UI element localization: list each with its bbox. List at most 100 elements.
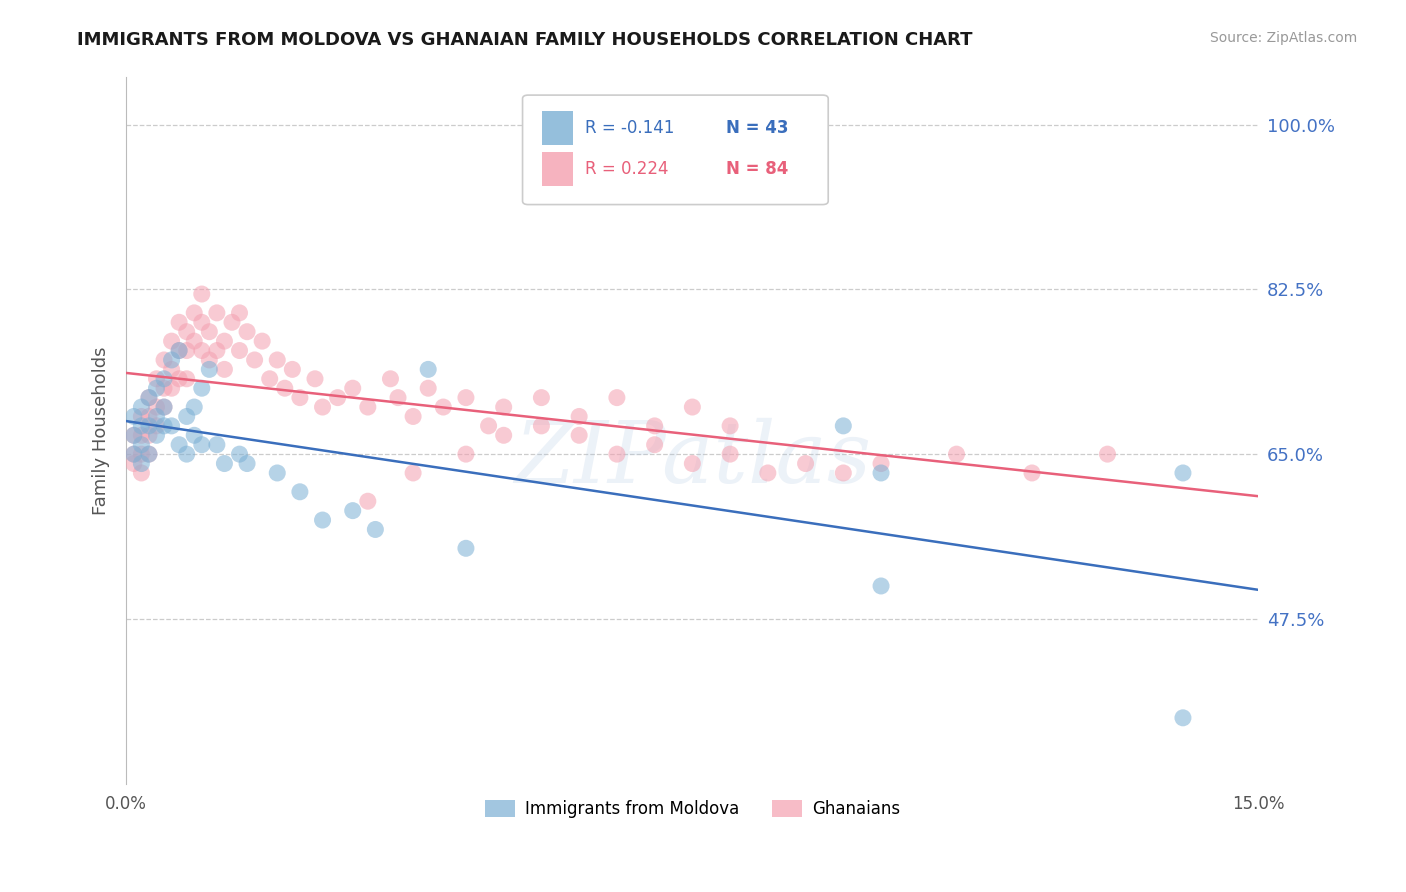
Point [176,409,198,424]
Point [138,409,160,424]
Point [153,372,176,386]
Point [122,409,145,424]
Point [131,400,153,414]
Point [364,523,387,537]
FancyBboxPatch shape [541,112,574,145]
Point [138,447,160,461]
Point [311,400,333,414]
Point [167,372,190,386]
Point [183,428,205,442]
Point [945,447,967,461]
Point [380,372,402,386]
Point [198,362,221,376]
Point [236,457,259,471]
Point [644,418,666,433]
Point [492,428,515,442]
Point [183,334,205,348]
Point [274,381,297,395]
Point [326,391,349,405]
Point [870,466,893,480]
Point [756,466,779,480]
Point [228,343,250,358]
Point [228,306,250,320]
Point [228,447,250,461]
Point [145,381,167,395]
Point [342,381,364,395]
Point [477,418,499,433]
Point [131,409,153,424]
Point [145,372,167,386]
Point [160,353,183,368]
Point [145,428,167,442]
Point [145,409,167,424]
Point [122,447,145,461]
FancyBboxPatch shape [523,95,828,204]
Point [191,438,214,452]
Point [153,400,176,414]
Text: N = 43: N = 43 [727,120,789,137]
Point [205,438,228,452]
Point [131,466,153,480]
Point [568,409,591,424]
Point [530,418,553,433]
Point [176,343,198,358]
Point [681,457,703,471]
Point [122,428,145,442]
Point [432,400,454,414]
Point [288,484,311,499]
Point [454,391,477,405]
FancyBboxPatch shape [541,153,574,186]
Point [176,372,198,386]
Point [357,494,380,508]
Point [205,343,228,358]
Point [266,466,288,480]
Point [214,457,236,471]
Point [718,447,741,461]
Point [214,334,236,348]
Text: ZIPatlas: ZIPatlas [513,417,870,500]
Point [198,325,221,339]
Point [198,353,221,368]
Point [870,457,893,471]
Point [304,372,326,386]
Point [191,287,214,301]
Point [568,428,591,442]
Point [1171,711,1194,725]
Point [606,447,628,461]
Point [357,400,380,414]
Point [176,325,198,339]
Point [131,428,153,442]
Point [205,306,228,320]
Point [183,306,205,320]
Point [191,315,214,329]
Point [832,418,855,433]
Point [281,362,304,376]
Point [644,438,666,452]
Y-axis label: Family Households: Family Households [93,346,110,515]
Point [122,457,145,471]
Point [418,362,440,376]
Point [288,391,311,405]
Point [311,513,333,527]
Point [153,353,176,368]
Point [870,579,893,593]
Point [221,315,243,329]
Point [454,447,477,461]
Point [454,541,477,556]
Point [131,457,153,471]
Point [167,343,190,358]
Point [160,418,183,433]
Point [606,391,628,405]
Point [167,315,190,329]
Point [681,400,703,414]
Point [153,400,176,414]
Legend: Immigrants from Moldova, Ghanaians: Immigrants from Moldova, Ghanaians [478,793,907,825]
Point [794,457,817,471]
Point [122,428,145,442]
Point [138,391,160,405]
Point [153,381,176,395]
Point [138,418,160,433]
Point [167,438,190,452]
Point [183,400,205,414]
Point [131,418,153,433]
